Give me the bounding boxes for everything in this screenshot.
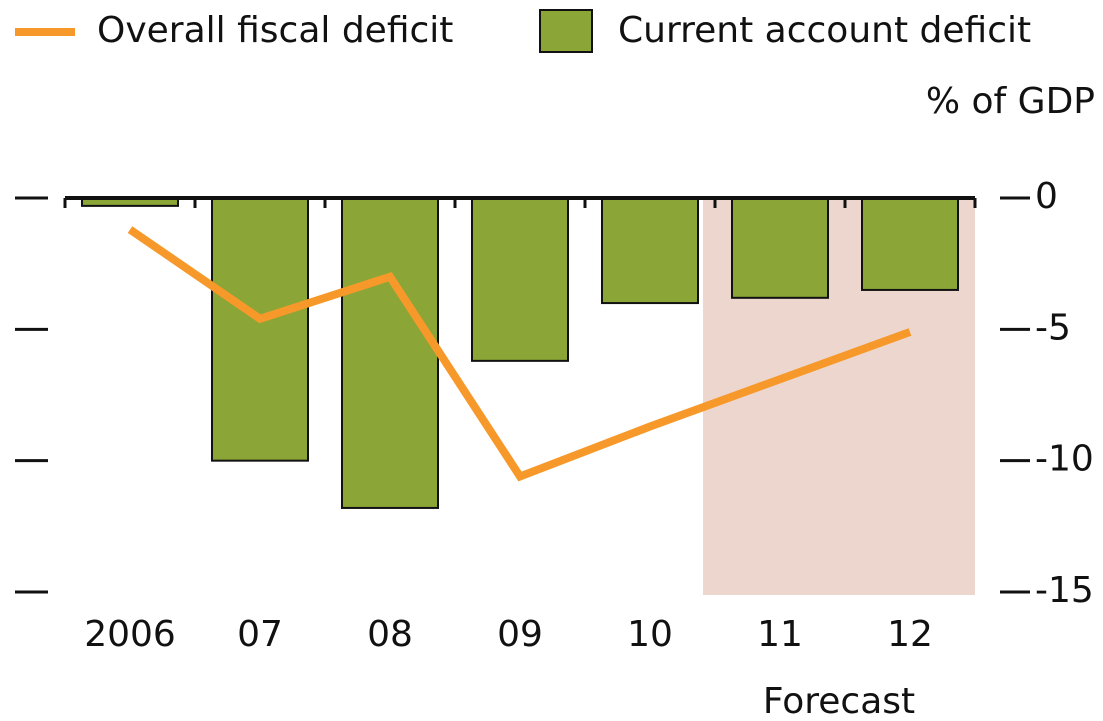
x-tick-label: 2006 xyxy=(84,614,176,655)
y-axis-label: % of GDP xyxy=(926,81,1095,122)
y-tick-label: -10 xyxy=(1035,439,1094,480)
bar xyxy=(861,197,959,291)
y-tick-label: -15 xyxy=(1035,570,1094,611)
x-tick-label: 12 xyxy=(887,614,933,655)
legend-swatch xyxy=(539,9,593,53)
bar xyxy=(341,197,439,509)
legend-label: Current account deficit xyxy=(618,10,1031,51)
bar xyxy=(211,197,309,462)
bar xyxy=(731,197,829,299)
bar xyxy=(601,197,699,305)
legend-label: Overall fiscal deficit xyxy=(97,10,453,51)
x-tick-label: 10 xyxy=(627,614,673,655)
x-tick-label: 07 xyxy=(237,614,283,655)
x-tick-label: 11 xyxy=(757,614,803,655)
forecast-label: Forecast xyxy=(763,681,915,721)
bar xyxy=(471,197,569,362)
x-tick-label: 09 xyxy=(497,614,543,655)
line xyxy=(127,226,912,482)
x-tick-label: 08 xyxy=(367,614,413,655)
y-tick-label: 0 xyxy=(1035,176,1058,217)
y-tick-label: -5 xyxy=(1035,307,1071,348)
